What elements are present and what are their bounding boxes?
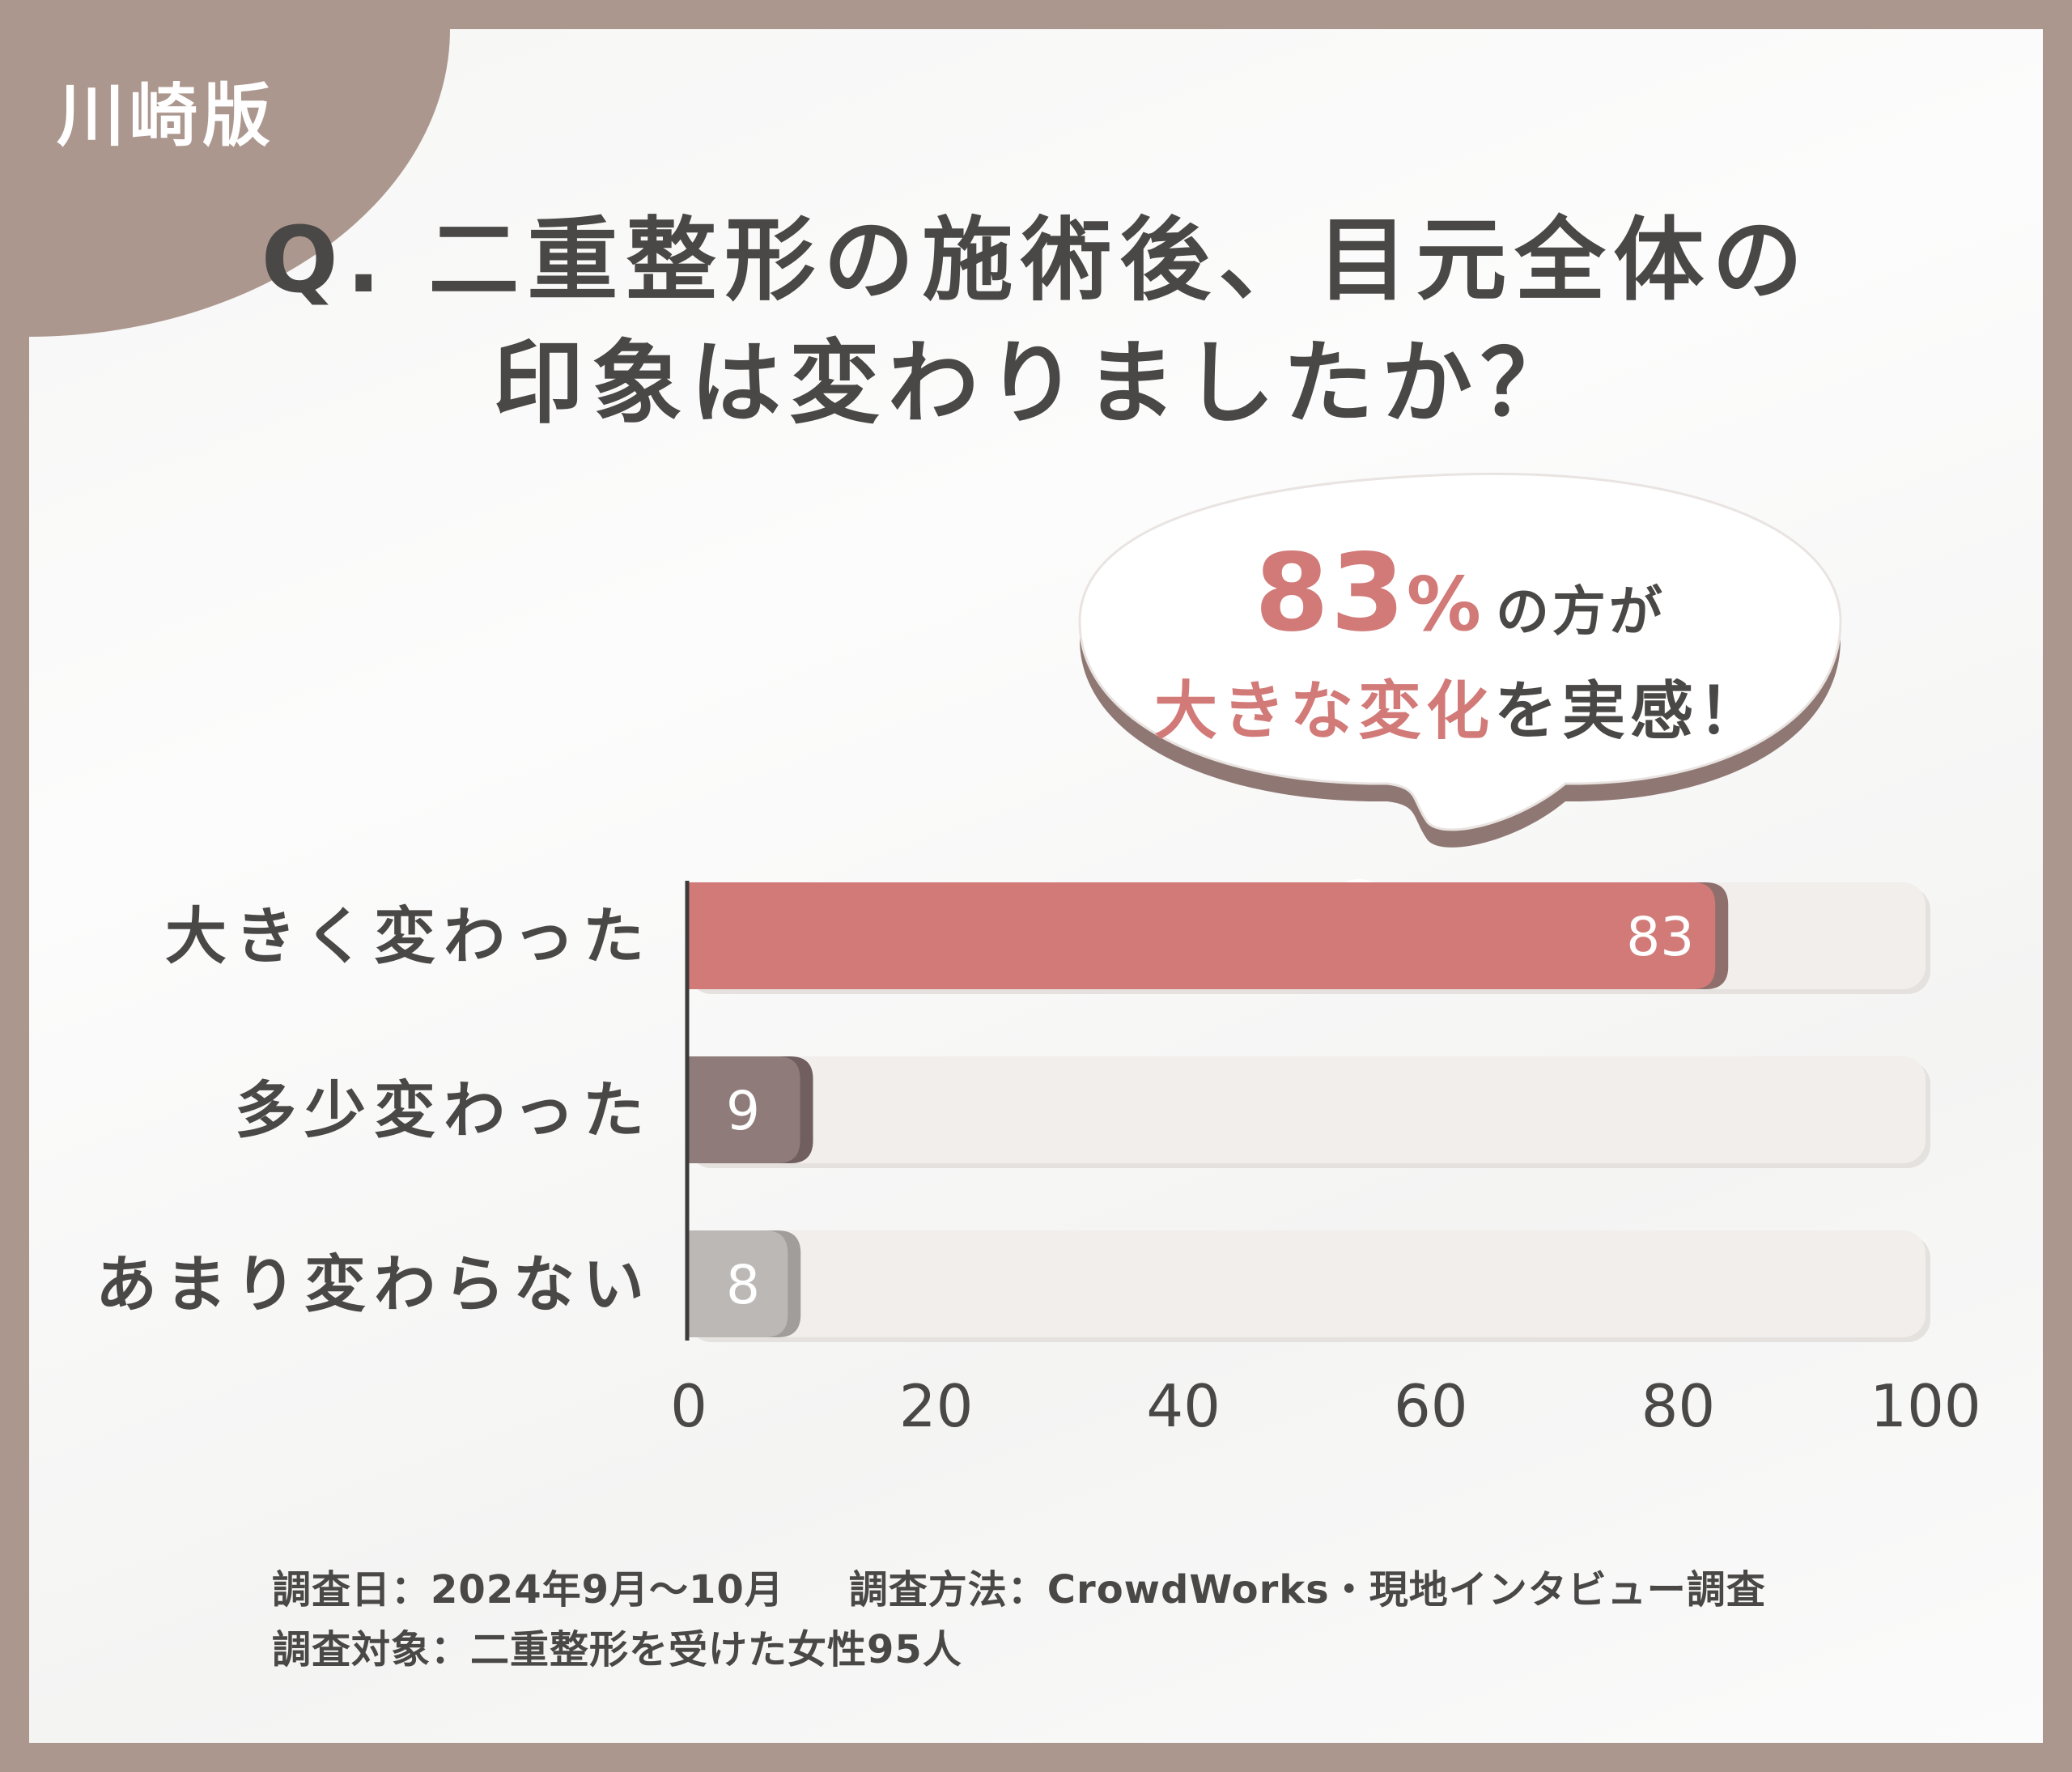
- x-tick-label: 80: [1641, 1372, 1716, 1440]
- survey-note-line2: 調査対象：二重整形を受けた女性95人: [272, 1617, 1027, 1674]
- x-tick-label: 60: [1394, 1372, 1468, 1440]
- bar-value-label: 9: [726, 1080, 760, 1142]
- x-tick-label: 20: [899, 1372, 974, 1440]
- bar-track: [689, 1230, 1926, 1337]
- speech-bubble: 83% の方が 大きな変化を実感！: [1064, 458, 1857, 911]
- survey-target: 調査対象：二重整形を受けた女性95人: [272, 1627, 962, 1672]
- callout-line1: 83% の方が: [1064, 531, 1857, 656]
- category-label: 多少変わった: [235, 1074, 652, 1146]
- bar: [689, 1056, 800, 1163]
- question-title-line1: Q. 二重整形の施術後、目元全体の: [261, 208, 1811, 313]
- speech-bubble-shape: [1078, 472, 1842, 911]
- callout-highlight: 大きな変化: [1153, 675, 1494, 748]
- question-title-line2: 印象は変わりましたか？: [493, 331, 1579, 436]
- bar: [689, 1230, 788, 1337]
- x-tick-label: 100: [1870, 1372, 1981, 1440]
- bar-value-label: 83: [1626, 906, 1694, 968]
- bar-value-label: 8: [726, 1254, 760, 1316]
- category-label: 大きく変わった: [165, 900, 652, 972]
- bar-chart: 83 大きく変わった 9 多少変わった 8 あまり変わらない 0 20 40 60 80 100: [96, 881, 1981, 1440]
- survey-note-line1: 調査日：2024年9月～10月 調査方法：CrowdWorks・現地インタビュー調…: [272, 1557, 1831, 1614]
- callout-line1-suffix: の方が: [1495, 580, 1666, 643]
- category-label: あまり変わらない: [96, 1248, 652, 1320]
- version-label: 川崎版: [57, 76, 276, 155]
- callout-percent: 83: [1255, 531, 1407, 656]
- survey-date: 調査日：2024年9月～10月: [272, 1567, 784, 1613]
- infographic-card: 川崎版 Q. 二重整形の施術後、目元全体の 印象は変わりましたか？ 83% の方が…: [29, 29, 2043, 1743]
- callout-percent-symbol: %: [1406, 561, 1484, 648]
- x-tick-label: 40: [1146, 1372, 1221, 1440]
- callout-line2: 大きな変化を実感！: [1064, 661, 1857, 751]
- bar-track: [689, 1056, 1926, 1163]
- question-title: Q. 二重整形の施術後、目元全体の 印象は変わりましたか？: [29, 199, 2043, 445]
- callout-line2-suffix: を実感！: [1494, 675, 1767, 748]
- x-tick-label: 0: [670, 1372, 707, 1440]
- survey-method: 調査方法：CrowdWorks・現地インタビュー調査: [848, 1567, 1766, 1613]
- bar: [689, 882, 1716, 989]
